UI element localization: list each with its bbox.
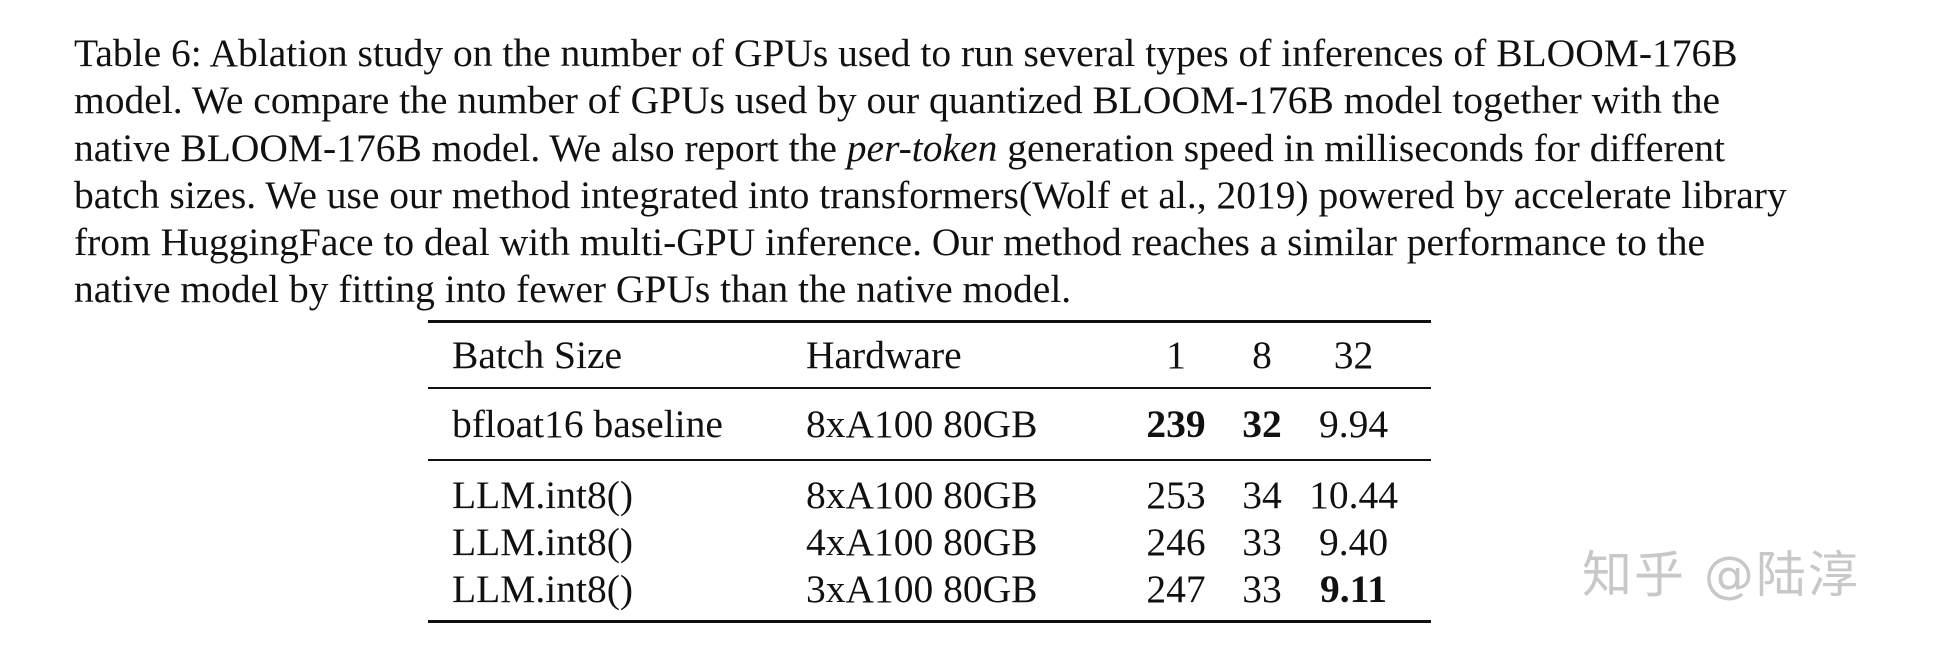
table-row: LLM.int8() 8xA100 80GB 253 34 10.44 xyxy=(428,460,1431,518)
caption-text-start: Table 6: Ablation study on the number of… xyxy=(74,31,1738,170)
row-value-b1: 239 xyxy=(1146,402,1206,446)
row-value-b8: 33 xyxy=(1242,519,1282,564)
results-table: Batch Size Hardware 1 8 32 bfloat16 base… xyxy=(428,320,1431,623)
row-value-b8: 33 xyxy=(1242,566,1282,611)
results-table-container: Batch Size Hardware 1 8 32 bfloat16 base… xyxy=(428,320,1431,623)
row-hardware: 8xA100 80GB xyxy=(806,472,1038,517)
row-method: LLM.int8() xyxy=(452,519,634,564)
row-hardware: 3xA100 80GB xyxy=(806,566,1038,611)
row-method: LLM.int8() xyxy=(452,566,634,611)
row-value-b32: 9.94 xyxy=(1318,402,1389,446)
table-row: LLM.int8() 3xA100 80GB 247 33 9.11 xyxy=(428,565,1431,622)
row-value-b32: 9.40 xyxy=(1318,519,1389,564)
row-value-b32: 9.11 xyxy=(1320,566,1387,611)
header-hardware: Hardware xyxy=(806,333,962,377)
row-value-b1: 246 xyxy=(1146,519,1206,564)
table-row: bfloat16 baseline 8xA100 80GB 239 32 9.9… xyxy=(428,388,1431,460)
table-header-row: Batch Size Hardware 1 8 32 xyxy=(428,322,1431,388)
table-row: LLM.int8() 4xA100 80GB 246 33 9.40 xyxy=(428,518,1431,565)
row-value-b32: 10.44 xyxy=(1309,472,1398,517)
caption-emphasis: per-token xyxy=(846,125,998,170)
header-batch-8: 8 xyxy=(1252,333,1272,377)
table-caption: Table 6: Ablation study on the number of… xyxy=(74,30,1804,314)
row-value-b1: 247 xyxy=(1146,566,1206,611)
row-value-b1: 253 xyxy=(1146,472,1206,517)
row-hardware: 4xA100 80GB xyxy=(806,519,1038,564)
row-value-b8: 32 xyxy=(1242,402,1282,446)
row-value-b8: 34 xyxy=(1242,472,1282,517)
header-batch-32: 32 xyxy=(1333,333,1374,377)
watermark: 知乎 @陆淳 xyxy=(1582,546,1860,604)
caption-text-end: generation speed in milliseconds for dif… xyxy=(74,125,1787,312)
header-batch-size: Batch Size xyxy=(452,333,623,377)
row-method: LLM.int8() xyxy=(452,472,634,517)
row-method: bfloat16 baseline xyxy=(452,402,723,446)
row-hardware: 8xA100 80GB xyxy=(806,402,1038,446)
header-batch-1: 1 xyxy=(1166,333,1186,377)
